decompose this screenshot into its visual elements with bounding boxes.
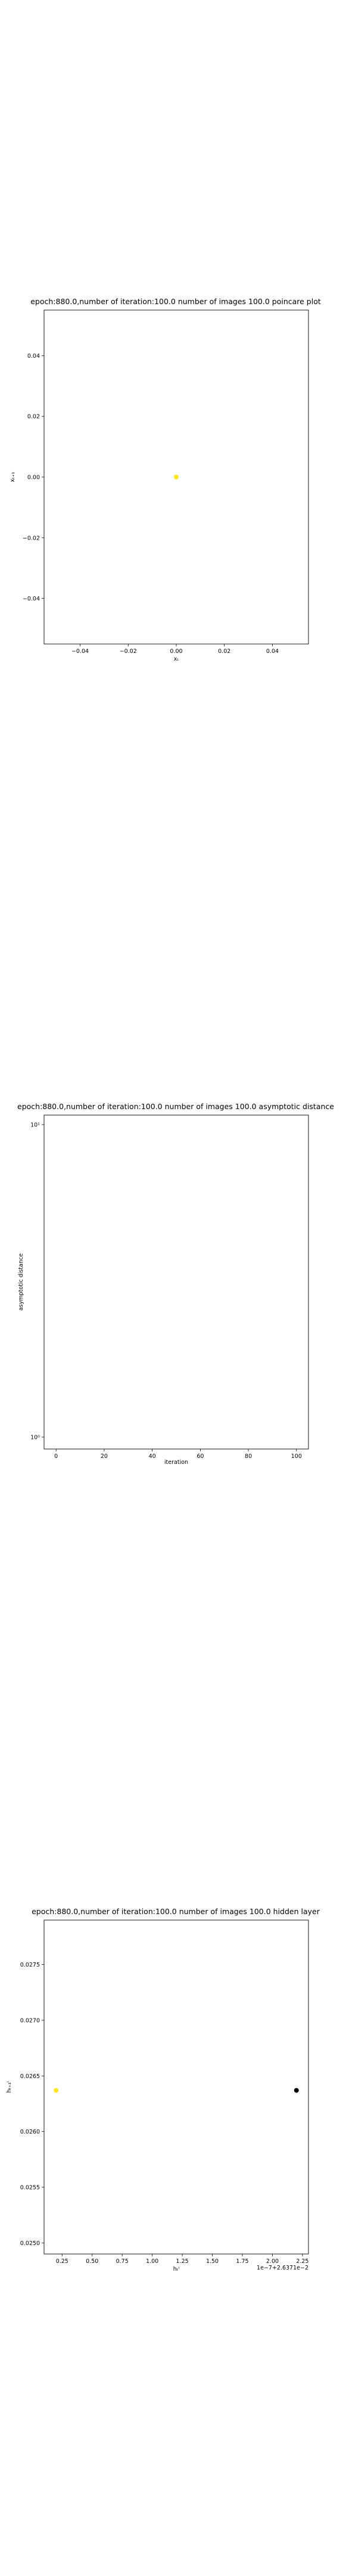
hidden-xtick-label: 2.00: [266, 2258, 279, 2265]
asym-xtick-label: 100: [291, 1453, 302, 1460]
hidden-xtick-label: 1.25: [176, 2258, 189, 2265]
hidden-xtick-label: 1.00: [146, 2258, 158, 2265]
hidden-xtick-label: 0.25: [56, 2258, 68, 2265]
poincare-plot-xlabel: xₜ: [174, 656, 179, 662]
poincare-xtick-label: −0.04: [71, 648, 89, 655]
asym-xtick-label: 60: [197, 1453, 204, 1460]
poincare-plot-ylabel: xₜ₊₁: [10, 472, 16, 482]
hidden-point: [54, 2088, 59, 2093]
hidden-ytick-label: 0.0270: [20, 2018, 40, 2024]
hidden-xtick-label: 2.25: [296, 2258, 308, 2265]
poincare-ytick-label: 0.00: [27, 475, 40, 481]
hidden-layer-xlabel: hₜⁱ: [173, 2266, 180, 2272]
poincare-xtick-label: −0.02: [120, 648, 137, 655]
asym-ytick-label: 10⁰: [30, 1435, 40, 1441]
hidden-ytick-label: 0.0260: [20, 2129, 40, 2135]
poincare-ytick-label: 0.04: [27, 353, 40, 360]
hidden-ytick-label: 0.0255: [20, 2185, 40, 2191]
hidden-ytick-label: 0.0250: [20, 2240, 40, 2247]
poincare-xtick-label: 0.04: [266, 648, 279, 655]
asymptotic-distance-xlabel: iteration: [164, 1459, 188, 1466]
poincare-xtick-label: 0.00: [170, 648, 182, 655]
poincare-plot: epoch:880.0,number of iteration:100.0 nu…: [10, 297, 321, 662]
asymptotic-distance-plot: epoch:880.0,number of iteration:100.0 nu…: [17, 1102, 334, 1466]
asym-xtick-label: 80: [245, 1453, 252, 1460]
hidden-point: [294, 2088, 299, 2093]
hidden-ytick-label: 0.0265: [20, 2073, 40, 2080]
hidden-ytick-label: 0.0275: [20, 1962, 40, 1968]
hidden-layer-axes: [43, 1919, 309, 2255]
asym-xtick-label: 20: [101, 1453, 108, 1460]
asym-ytick-label: 10¹: [30, 1122, 40, 1129]
hidden-xtick-label: 1.50: [206, 2258, 219, 2265]
poincare-ytick-label: −0.04: [23, 596, 40, 602]
poincare-ytick-label: −0.02: [23, 535, 40, 541]
hidden-layer-plot: epoch:880.0,number of iteration:100.0 nu…: [6, 1907, 320, 2272]
asymptotic-distance-title: epoch:880.0,number of iteration:100.0 nu…: [17, 1102, 334, 1111]
poincare-xtick-label: 0.02: [218, 648, 230, 655]
hidden-xtick-label: 0.50: [86, 2258, 98, 2265]
poincare-plot-title: epoch:880.0,number of iteration:100.0 nu…: [30, 297, 321, 306]
asymptotic-distance-axes: [43, 1114, 309, 1450]
hidden-layer-title: epoch:880.0,number of iteration:100.0 nu…: [32, 1907, 320, 1916]
hidden-layer-offset-text: 1e−7+2.6371e−2: [257, 2265, 308, 2271]
asymptotic-distance-ylabel: asymptotic distance: [18, 1253, 24, 1311]
asym-xtick-label: 40: [149, 1453, 156, 1460]
poincare-ytick-label: 0.02: [27, 414, 40, 420]
hidden-xtick-label: 1.75: [236, 2258, 248, 2265]
hidden-layer-ylabel: hₜ₊₁ⁱ: [6, 2081, 13, 2093]
hidden-xtick-label: 0.75: [116, 2258, 129, 2265]
poincare-point: [174, 475, 179, 479]
asym-xtick-label: 0: [54, 1453, 58, 1460]
